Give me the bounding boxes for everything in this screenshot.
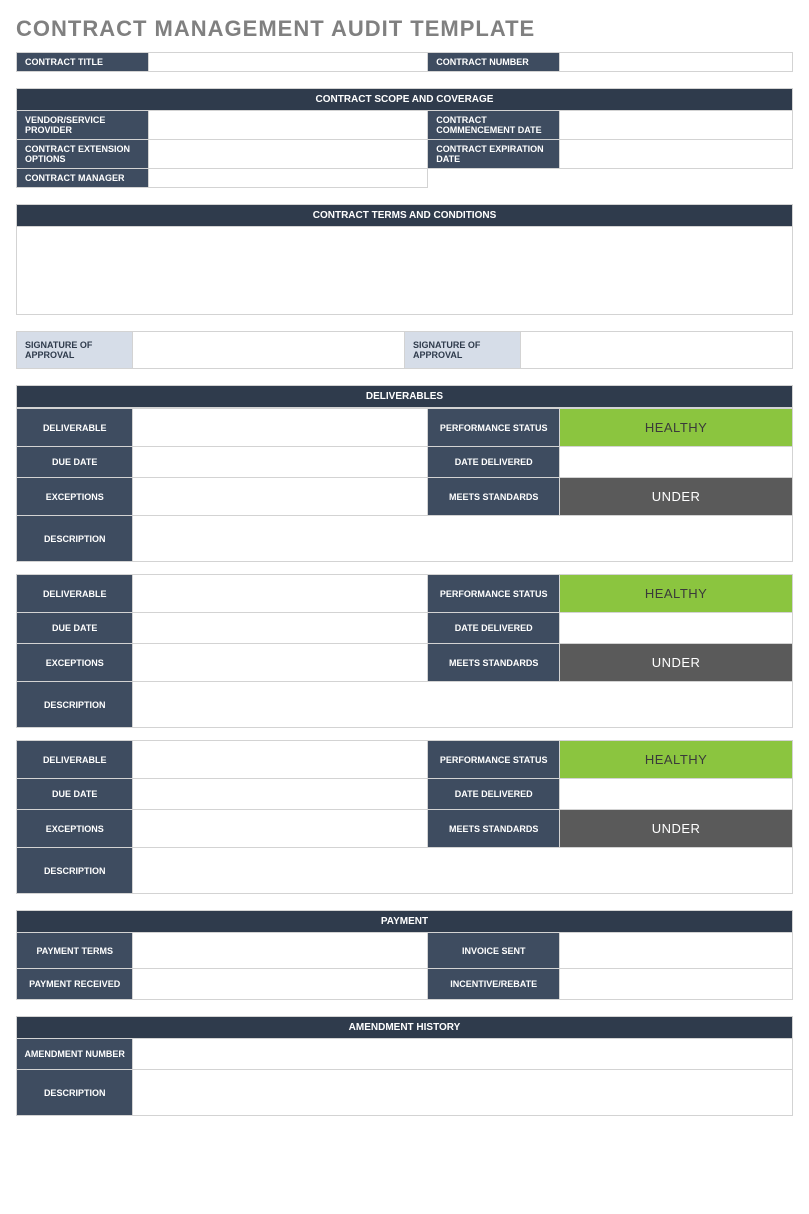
payment-terms-label: PAYMENT TERMS	[17, 933, 133, 969]
perf-status-label: PERFORMANCE STATUS	[428, 575, 560, 613]
description-value[interactable]	[133, 516, 793, 562]
section-contract-id: CONTRACT TITLE CONTRACT NUMBER	[16, 52, 793, 72]
section-scope: CONTRACT SCOPE AND COVERAGE VENDOR/SERVI…	[16, 88, 793, 188]
terms-header: CONTRACT TERMS AND CONDITIONS	[17, 205, 793, 227]
commence-value[interactable]	[560, 111, 793, 140]
invoice-sent-label: INVOICE SENT	[428, 933, 560, 969]
perf-status-value[interactable]: HEALTHY	[560, 409, 793, 447]
vendor-label: VENDOR/SERVICE PROVIDER	[17, 111, 149, 140]
date-delivered-value[interactable]	[560, 447, 793, 478]
vendor-value[interactable]	[148, 111, 427, 140]
amendment-number-value[interactable]	[133, 1039, 793, 1070]
sig1-value[interactable]	[133, 332, 405, 369]
date-delivered-value[interactable]	[560, 613, 793, 644]
invoice-sent-value[interactable]	[560, 933, 793, 969]
payment-received-value[interactable]	[133, 969, 428, 1000]
amendment-number-label: AMENDMENT NUMBER	[17, 1039, 133, 1070]
description-label: DESCRIPTION	[17, 848, 133, 894]
manager-label: CONTRACT MANAGER	[17, 169, 149, 188]
deliverable-label: DELIVERABLE	[17, 741, 133, 779]
due-date-label: DUE DATE	[17, 613, 133, 644]
perf-status-value[interactable]: HEALTHY	[560, 741, 793, 779]
exceptions-label: EXCEPTIONS	[17, 644, 133, 682]
description-value[interactable]	[133, 848, 793, 894]
incentive-label: INCENTIVE/REBATE	[428, 969, 560, 1000]
scope-header: CONTRACT SCOPE AND COVERAGE	[17, 89, 793, 111]
due-date-value[interactable]	[133, 613, 428, 644]
deliverable-value[interactable]	[133, 741, 428, 779]
ext-value[interactable]	[148, 140, 427, 169]
meets-std-value[interactable]: UNDER	[560, 810, 793, 848]
deliverable-label: DELIVERABLE	[17, 575, 133, 613]
description-label: DESCRIPTION	[17, 682, 133, 728]
due-date-value[interactable]	[133, 447, 428, 478]
section-deliverables: DELIVERABLES DELIVERABLE PERFORMANCE STAT…	[16, 385, 793, 894]
due-date-label: DUE DATE	[17, 447, 133, 478]
incentive-value[interactable]	[560, 969, 793, 1000]
deliverable-label: DELIVERABLE	[17, 409, 133, 447]
perf-status-label: PERFORMANCE STATUS	[428, 741, 560, 779]
terms-body[interactable]	[17, 227, 793, 315]
exceptions-value[interactable]	[133, 644, 428, 682]
payment-received-label: PAYMENT RECEIVED	[17, 969, 133, 1000]
exceptions-value[interactable]	[133, 478, 428, 516]
contract-title-value[interactable]	[148, 53, 427, 72]
section-payment: PAYMENT PAYMENT TERMS INVOICE SENT PAYME…	[16, 910, 793, 1000]
exceptions-label: EXCEPTIONS	[17, 810, 133, 848]
contract-title-label: CONTRACT TITLE	[17, 53, 149, 72]
deliverables-header: DELIVERABLES	[17, 386, 793, 408]
date-delivered-label: DATE DELIVERED	[428, 447, 560, 478]
deliverable-value[interactable]	[133, 409, 428, 447]
perf-status-value[interactable]: HEALTHY	[560, 575, 793, 613]
perf-status-label: PERFORMANCE STATUS	[428, 409, 560, 447]
payment-terms-value[interactable]	[133, 933, 428, 969]
sig2-label: SIGNATURE OF APPROVAL	[404, 332, 520, 369]
amendment-desc-value[interactable]	[133, 1070, 793, 1116]
manager-value[interactable]	[148, 169, 427, 188]
expire-value[interactable]	[560, 140, 793, 169]
description-label: DESCRIPTION	[17, 516, 133, 562]
date-delivered-label: DATE DELIVERED	[428, 779, 560, 810]
exceptions-label: EXCEPTIONS	[17, 478, 133, 516]
ext-label: CONTRACT EXTENSION OPTIONS	[17, 140, 149, 169]
description-value[interactable]	[133, 682, 793, 728]
due-date-label: DUE DATE	[17, 779, 133, 810]
exceptions-value[interactable]	[133, 810, 428, 848]
deliverable-value[interactable]	[133, 575, 428, 613]
date-delivered-value[interactable]	[560, 779, 793, 810]
section-amendment: AMENDMENT HISTORY AMENDMENT NUMBER DESCR…	[16, 1016, 793, 1116]
page-title: CONTRACT MANAGEMENT AUDIT TEMPLATE	[16, 16, 793, 42]
meets-std-value[interactable]: UNDER	[560, 478, 793, 516]
expire-label: CONTRACT EXPIRATION DATE	[428, 140, 560, 169]
section-signatures: SIGNATURE OF APPROVAL SIGNATURE OF APPRO…	[16, 331, 793, 369]
contract-number-label: CONTRACT NUMBER	[428, 53, 560, 72]
commence-label: CONTRACT COMMENCEMENT DATE	[428, 111, 560, 140]
amendment-header: AMENDMENT HISTORY	[17, 1017, 793, 1039]
date-delivered-label: DATE DELIVERED	[428, 613, 560, 644]
due-date-value[interactable]	[133, 779, 428, 810]
meets-std-label: MEETS STANDARDS	[428, 644, 560, 682]
meets-std-label: MEETS STANDARDS	[428, 478, 560, 516]
payment-header: PAYMENT	[17, 911, 793, 933]
sig2-value[interactable]	[521, 332, 793, 369]
sig1-label: SIGNATURE OF APPROVAL	[17, 332, 133, 369]
amendment-desc-label: DESCRIPTION	[17, 1070, 133, 1116]
contract-number-value[interactable]	[560, 53, 793, 72]
meets-std-label: MEETS STANDARDS	[428, 810, 560, 848]
meets-std-value[interactable]: UNDER	[560, 644, 793, 682]
section-terms: CONTRACT TERMS AND CONDITIONS	[16, 204, 793, 315]
